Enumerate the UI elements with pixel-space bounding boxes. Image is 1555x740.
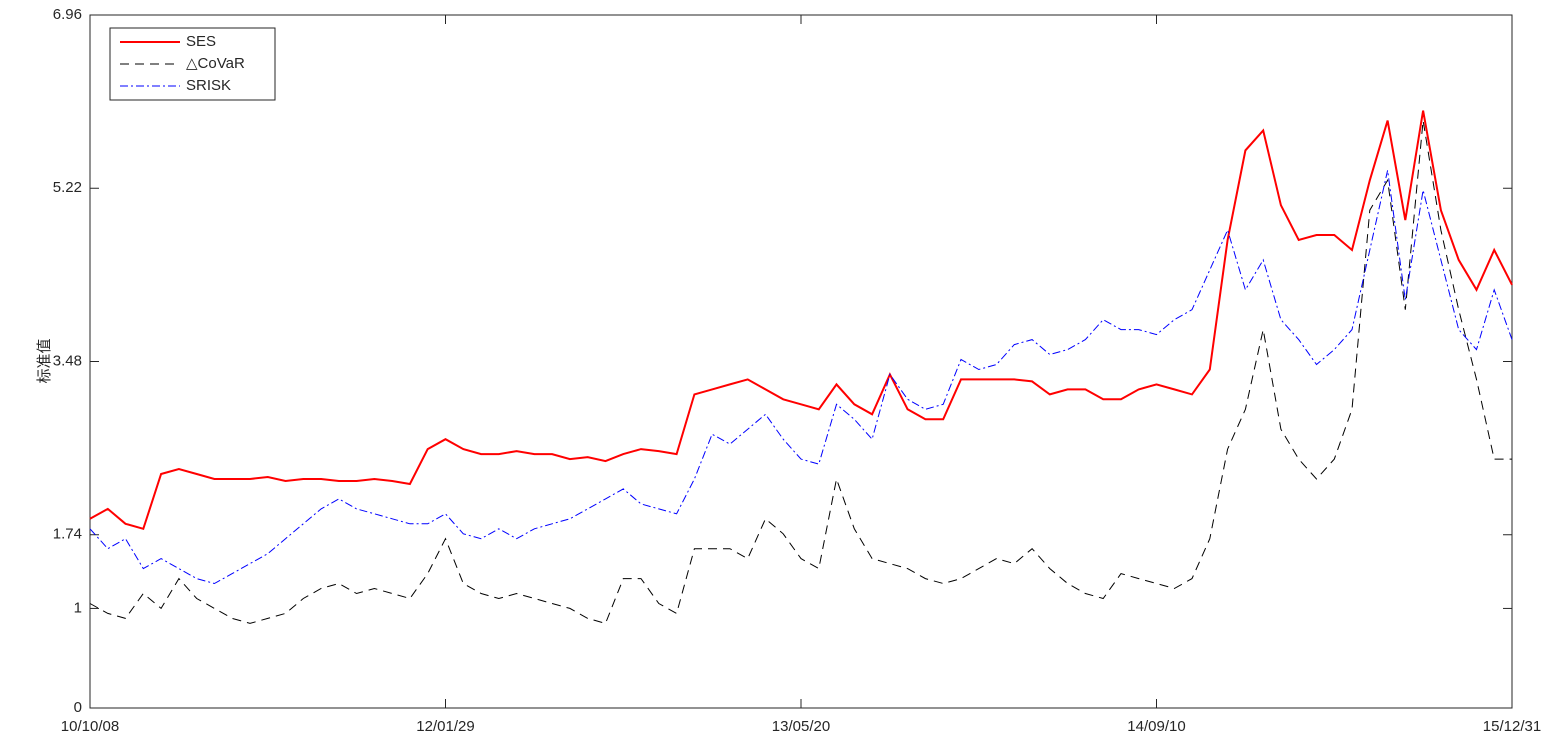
series-line [89, 110, 1513, 531]
x-tick-label: 13/05/20 [772, 718, 830, 735]
y-tick-label: 3.48 [53, 352, 82, 369]
y-axis-label: 标准值 [36, 338, 53, 383]
series-line [89, 170, 1513, 585]
series-line [89, 120, 1512, 625]
y-tick-label: 1 [74, 599, 82, 616]
y-tick-label: 5.22 [53, 179, 82, 196]
legend-label: △CoVaR [186, 55, 245, 72]
plot-frame [89, 14, 1513, 709]
legend-label: SES [186, 33, 216, 50]
x-tick-label: 15/12/31 [1483, 718, 1541, 735]
legend-label: SRISK [186, 77, 231, 94]
y-tick-label: 1.74 [53, 526, 82, 543]
x-tick-label: 14/09/10 [1127, 718, 1185, 735]
x-tick-label: 12/01/29 [416, 718, 474, 735]
y-tick-label: 0 [74, 699, 82, 716]
y-tick-label: 6.96 [53, 6, 82, 23]
x-tick-label: 10/10/08 [61, 718, 119, 735]
